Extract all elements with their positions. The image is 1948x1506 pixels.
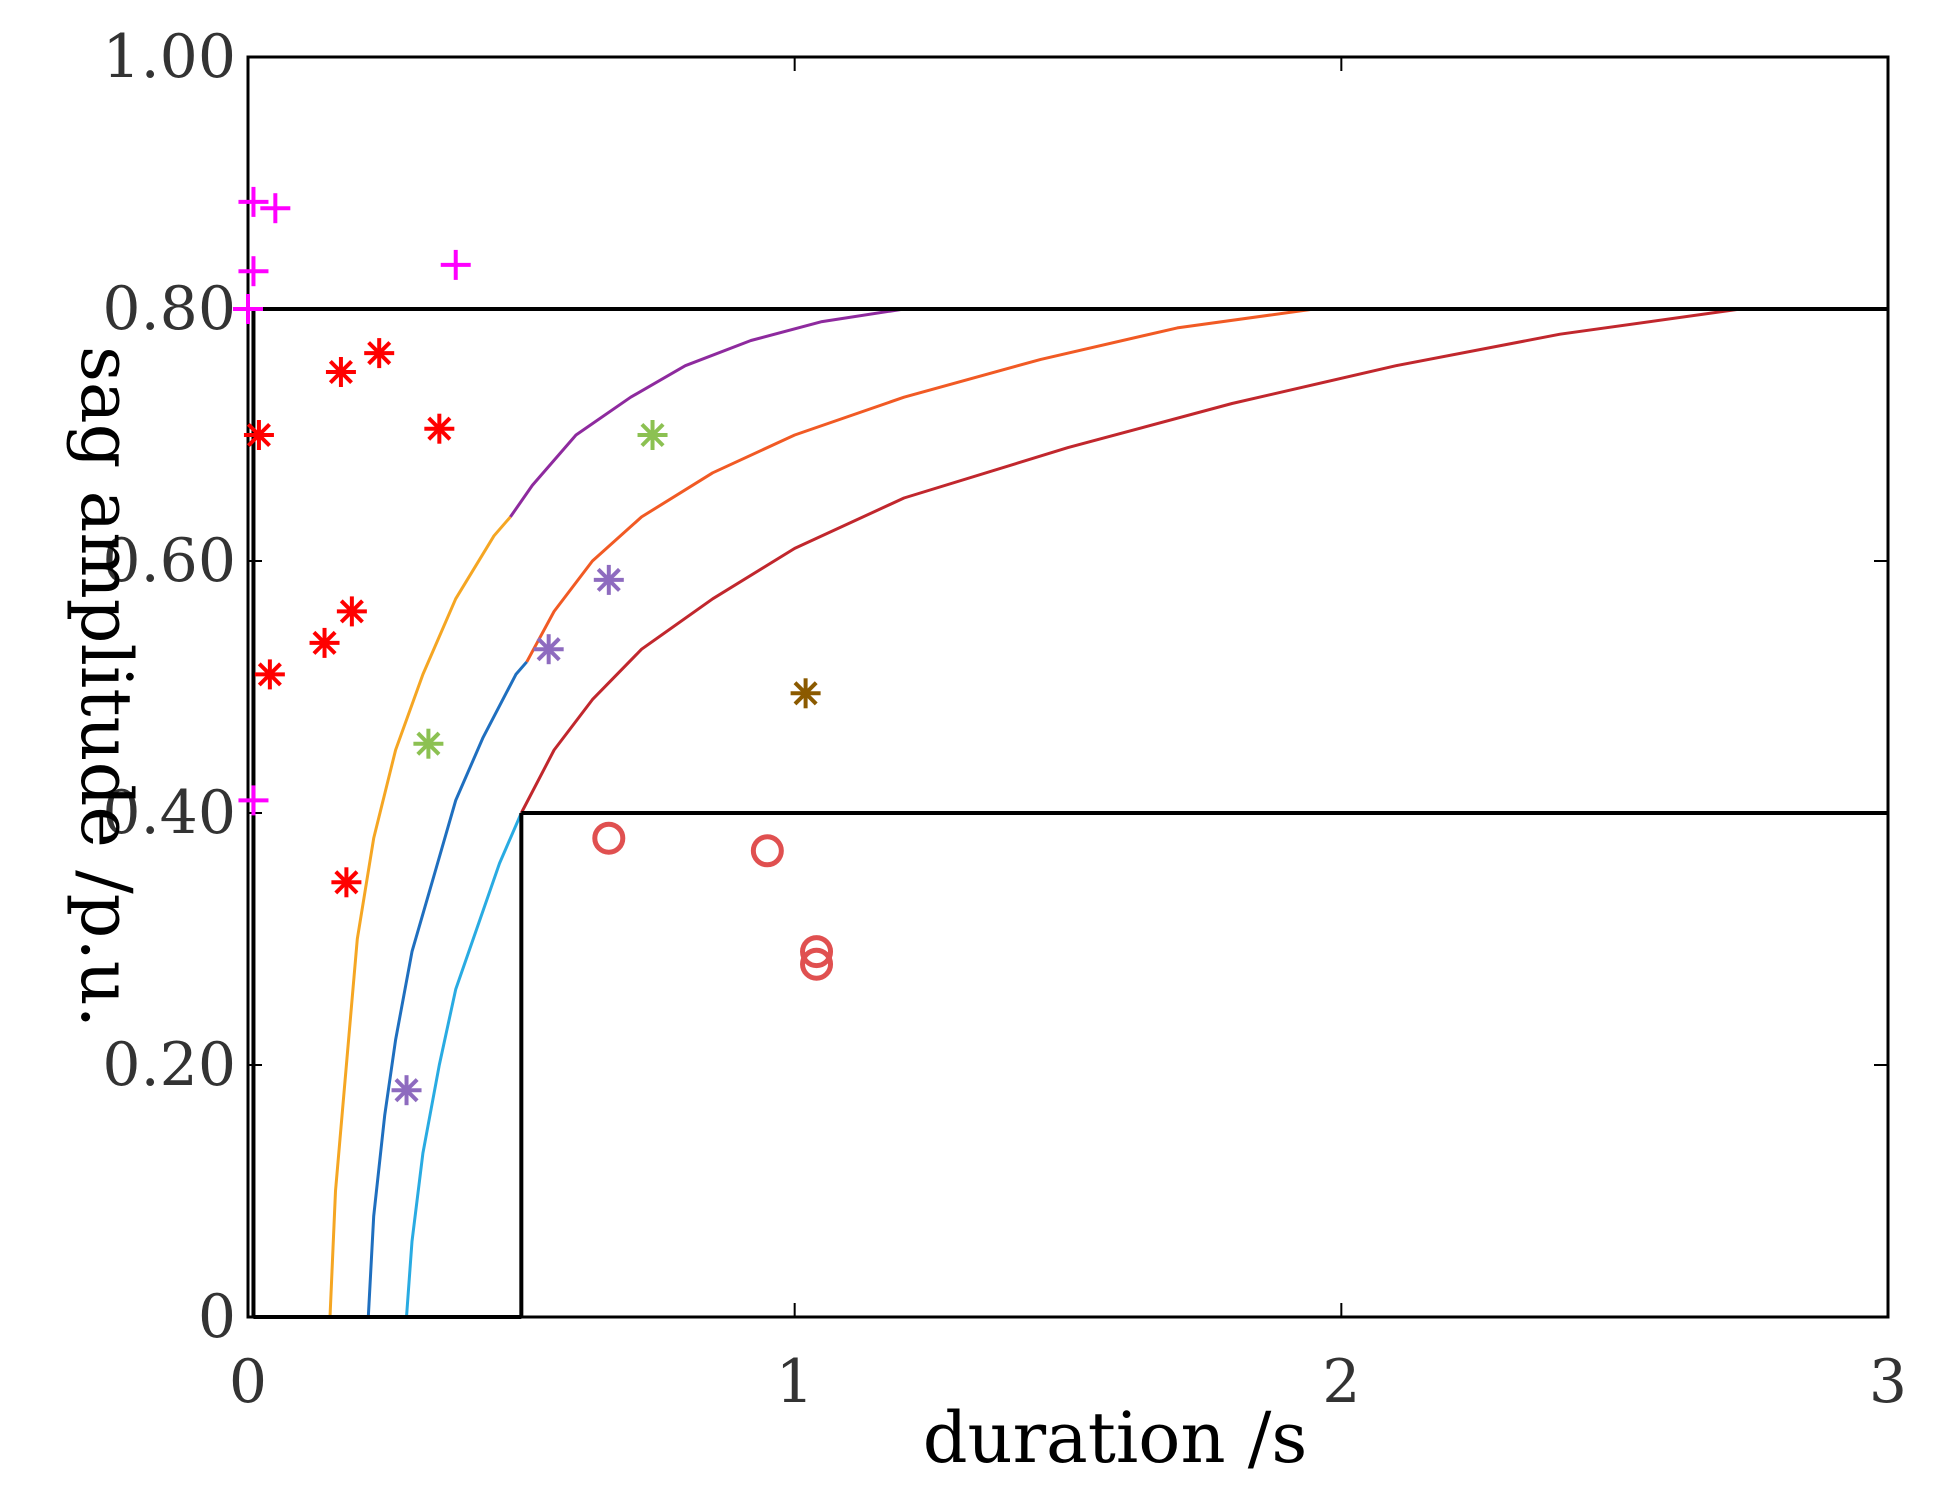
boundaries-layer (251, 307, 1888, 1319)
red-asterisk-point (364, 338, 395, 369)
plot-frame (246, 55, 1890, 1319)
y-tick-label: 0.40 (102, 778, 236, 848)
violet-asterisk-point (593, 564, 624, 595)
curve-blue (366, 660, 528, 1318)
curves-layer (328, 307, 1741, 1318)
magenta-plus-point (233, 294, 263, 324)
magenta-plus-point (238, 785, 269, 816)
x-tick-label: 0 (229, 1347, 267, 1417)
magenta-plus-point (260, 193, 291, 224)
markers-layer (233, 186, 834, 1106)
violet-asterisk-point (533, 634, 564, 665)
magenta-plus-point (238, 256, 269, 287)
y-tick-label: 0.60 (102, 526, 236, 596)
brown-asterisk-point (790, 678, 821, 709)
red-asterisk-point (325, 357, 356, 387)
x-tick-label: 1 (776, 1347, 814, 1417)
red-circle-point (800, 947, 834, 981)
magenta-plus-point (238, 186, 269, 217)
green-asterisk-point (637, 420, 668, 450)
y-tick-label: 0.80 (102, 274, 236, 344)
violet-asterisk-point (391, 1075, 422, 1106)
y-tick-label: 0.20 (102, 1030, 236, 1100)
curve-purple (509, 307, 926, 518)
red-circle-point (592, 821, 626, 855)
x-axis-label: duration /s (923, 1397, 1308, 1479)
red-circle-point (800, 935, 834, 969)
red-asterisk-point (336, 596, 367, 627)
curve-orange (525, 307, 1315, 663)
red-asterisk-point (254, 659, 285, 690)
red-asterisk-point (424, 413, 455, 444)
y-tick-label: 1.00 (102, 22, 236, 92)
x-tick-label: 2 (1322, 1347, 1360, 1417)
y-tick-label: 0 (198, 1282, 236, 1352)
curve-crimson (519, 307, 1741, 814)
red-asterisk-point (309, 627, 340, 658)
red-asterisk-point (243, 420, 274, 450)
green-asterisk-point (413, 728, 444, 759)
red-circle-point (750, 834, 784, 868)
ticks-layer: 0 1 2 3 0 0.20 0.40 0.60 0.80 1.00 (102, 22, 1907, 1417)
x-tick-label: 3 (1869, 1347, 1907, 1417)
red-asterisk-point (331, 867, 362, 898)
magenta-plus-point (440, 249, 471, 280)
curve-cyan (405, 812, 523, 1318)
y-axis-label: sag amplitude /p.u. (65, 346, 147, 1028)
curve-yellow (328, 515, 512, 1318)
